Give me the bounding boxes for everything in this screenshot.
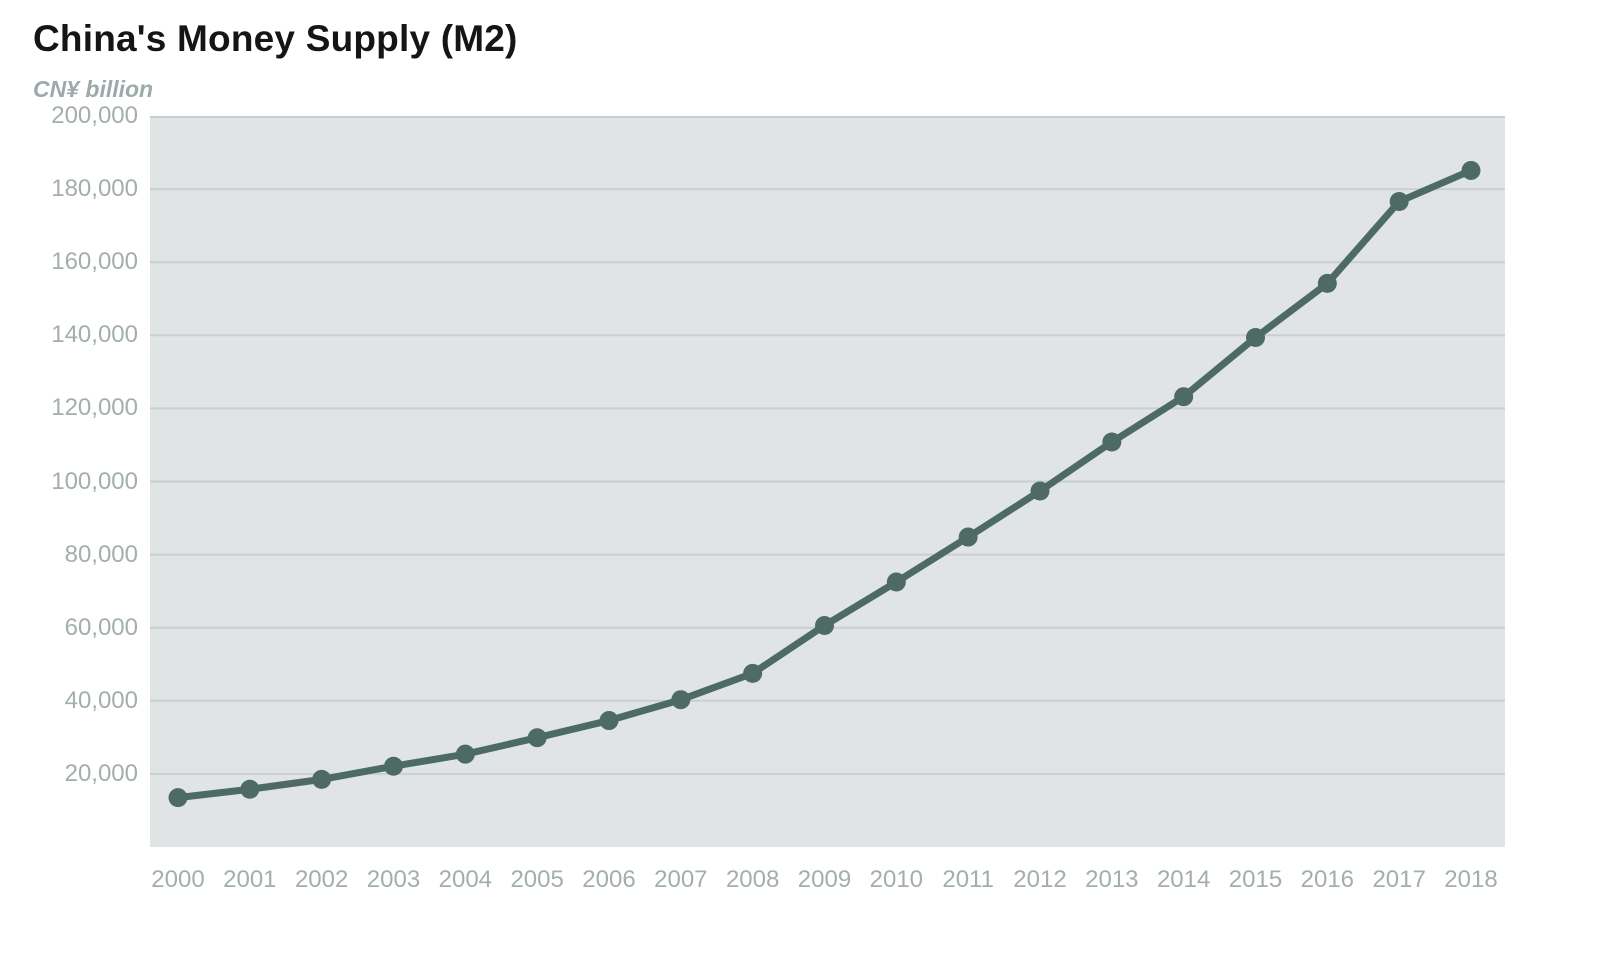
x-tick-label: 2010	[869, 866, 924, 893]
y-axis-unit-label: CN¥ billion	[33, 76, 154, 102]
x-tick-label: 2011	[942, 866, 994, 893]
data-point	[1174, 387, 1194, 407]
y-tick-label: 40,000	[64, 686, 138, 714]
x-tick-label: 2013	[1085, 866, 1139, 893]
data-point	[815, 616, 834, 636]
data-point	[1317, 273, 1337, 293]
y-tick-label: 180,000	[51, 175, 138, 203]
x-tick-label: 2004	[438, 866, 493, 893]
chart-title: China's Money Supply (M2)	[33, 18, 518, 59]
x-tick-label: 2003	[366, 866, 421, 893]
x-tick-label: 2016	[1300, 866, 1355, 893]
x-tick-label: 2017	[1372, 866, 1426, 893]
y-tick-label: 160,000	[51, 248, 138, 276]
data-point	[886, 572, 906, 592]
x-tick-label: 2014	[1156, 866, 1211, 893]
x-tick-label: 2015	[1228, 866, 1283, 893]
data-point	[384, 756, 403, 776]
x-tick-label: 2018	[1444, 866, 1498, 893]
plot-area	[150, 116, 1505, 847]
y-tick-label: 120,000	[51, 394, 138, 422]
y-tick-label: 140,000	[51, 321, 138, 349]
data-point	[455, 744, 475, 764]
data-point	[1030, 481, 1050, 501]
data-point	[1102, 432, 1122, 452]
data-point	[743, 663, 763, 683]
x-tick-label: 2006	[582, 866, 636, 893]
y-tick-label: 200,000	[51, 102, 138, 129]
x-tick-label: 2000	[151, 866, 205, 893]
data-point	[599, 711, 619, 731]
x-tick-label: 2007	[654, 866, 708, 893]
data-point	[240, 779, 260, 799]
x-tick-label: 2008	[725, 866, 780, 893]
line-chart	[150, 116, 1505, 847]
data-point	[671, 690, 691, 710]
data-point	[1246, 327, 1265, 347]
x-tick-label: 2009	[797, 866, 852, 893]
data-point	[312, 769, 332, 789]
x-tick-label: 2005	[510, 866, 564, 893]
y-tick-label: 60,000	[64, 613, 138, 641]
data-point	[1461, 160, 1481, 180]
y-tick-label: 100,000	[51, 467, 138, 495]
x-tick-label: 2012	[1013, 866, 1067, 893]
data-point	[1389, 192, 1409, 212]
y-tick-label: 80,000	[64, 540, 138, 568]
data-point	[958, 527, 978, 547]
y-tick-label: 20,000	[64, 759, 138, 787]
x-tick-label: 2002	[294, 866, 349, 893]
data-point	[168, 788, 188, 808]
data-point	[527, 728, 547, 748]
x-tick-label: 2001	[223, 866, 277, 893]
